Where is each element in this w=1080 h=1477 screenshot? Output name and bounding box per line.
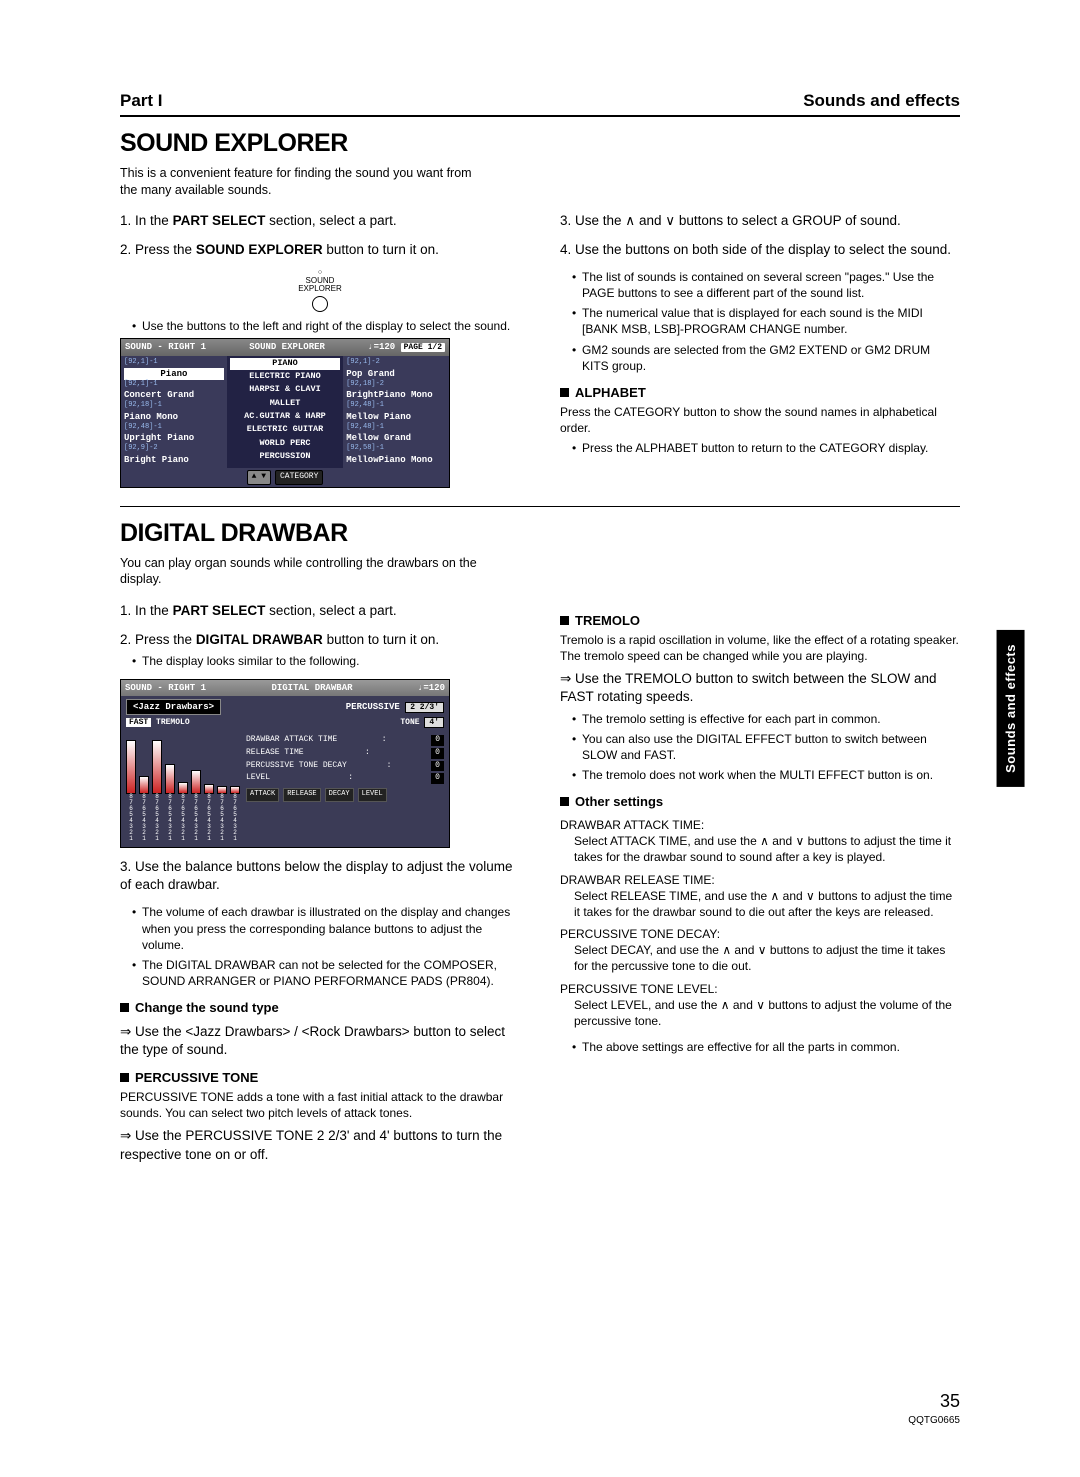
other-setting-item: PERCUSSIVE TONE LEVEL:Select LEVEL, and … — [560, 981, 960, 1030]
other-setting-item: DRAWBAR RELEASE TIME:Select RELEASE TIME… — [560, 872, 960, 921]
dd-step-2: 2. Press the DIGITAL DRAWBAR button to t… — [120, 631, 520, 669]
part-label: Part I — [120, 90, 163, 113]
section-label: Sounds and effects — [803, 90, 960, 113]
round-button-icon — [312, 296, 328, 312]
alphabet-text: Press the CATEGORY button to show the so… — [560, 404, 960, 436]
other-setting-item: PERCUSSIVE TONE DECAY:Select DECAY, and … — [560, 926, 960, 975]
sound-explorer-title: SOUND EXPLORER — [120, 127, 960, 161]
tremolo-bullet: The tremolo setting is effective for eac… — [572, 711, 960, 727]
se-right-bullet: GM2 sounds are selected from the GM2 EXT… — [572, 342, 960, 374]
se-left-col: 1. In the PART SELECT section, select a … — [120, 212, 520, 487]
sound-explorer-columns: 1. In the PART SELECT section, select a … — [120, 212, 960, 487]
tremolo-text: Tremolo is a rapid oscillation in volume… — [560, 632, 960, 664]
se-left-bullet: Use the buttons to the left and right of… — [132, 318, 520, 334]
dd-step-3: 3. Use the balance buttons below the dis… — [120, 858, 520, 894]
tremolo-bullet: The tremolo does not work when the MULTI… — [572, 767, 960, 783]
sound-explorer-button-figure: ○ SOUND EXPLORER — [120, 269, 520, 312]
se-right-bullet: The numerical value that is displayed fo… — [572, 305, 960, 337]
page-header: Part I Sounds and effects — [120, 90, 960, 117]
percussive-text: PERCUSSIVE TONE adds a tone with a fast … — [120, 1089, 520, 1121]
tremolo-heading: TREMOLO — [560, 612, 960, 630]
se-right-bullet: The list of sounds is contained on sever… — [572, 269, 960, 301]
other-settings-heading: Other settings — [560, 793, 960, 811]
dd-step3-bullet: The volume of each drawbar is illustrate… — [132, 904, 520, 953]
percussive-arrow: ⇒ Use the PERCUSSIVE TONE 2 2/3' and 4' … — [120, 1127, 520, 1163]
other-foot-bullet: The above settings are effective for all… — [572, 1039, 960, 1055]
se-step-3: 3. Use the ∧ and ∨ buttons to select a G… — [560, 212, 960, 230]
page-number: 35 — [908, 1389, 960, 1413]
tremolo-bullet: You can also use the DIGITAL EFFECT butt… — [572, 731, 960, 763]
sound-explorer-lcd: SOUND - RIGHT 1 SOUND EXPLORER ♩=120 PAG… — [120, 338, 450, 487]
se-step-2: 2. Press the SOUND EXPLORER button to tu… — [120, 241, 520, 259]
se-step-4: 4. Use the buttons on both side of the d… — [560, 241, 960, 259]
digital-drawbar-columns: 1. In the PART SELECT section, select a … — [120, 602, 960, 1163]
page-number-block: 35 QQTG0665 — [908, 1389, 960, 1427]
change-sound-heading: Change the sound type — [120, 999, 520, 1017]
section-divider — [120, 506, 960, 507]
dd-step-1: 1. In the PART SELECT section, select a … — [120, 602, 520, 620]
dd-right-col: TREMOLO Tremolo is a rapid oscillation i… — [560, 602, 960, 1163]
alphabet-bullet: Press the ALPHABET button to return to t… — [572, 440, 960, 456]
change-sound-body: ⇒ Use the <Jazz Drawbars> / <Rock Drawba… — [120, 1023, 520, 1059]
se-step-1: 1. In the PART SELECT section, select a … — [120, 212, 520, 230]
doc-code: QQTG0665 — [908, 1414, 960, 1428]
se-right-col: 3. Use the ∧ and ∨ buttons to select a G… — [560, 212, 960, 487]
tremolo-arrow: ⇒ Use the TREMOLO button to switch betwe… — [560, 670, 960, 706]
side-tab: Sounds and effects — [997, 630, 1025, 787]
dd-left-col: 1. In the PART SELECT section, select a … — [120, 602, 520, 1163]
digital-drawbar-lcd: SOUND - RIGHT 1 DIGITAL DRAWBAR ♩=120 <J… — [120, 679, 450, 848]
other-setting-item: DRAWBAR ATTACK TIME:Select ATTACK TIME, … — [560, 817, 960, 866]
digital-drawbar-title: DIGITAL DRAWBAR — [120, 517, 960, 551]
digital-drawbar-intro: You can play organ sounds while controll… — [120, 555, 480, 589]
sound-explorer-intro: This is a convenient feature for finding… — [120, 165, 480, 199]
percussive-heading: PERCUSSIVE TONE — [120, 1069, 520, 1087]
alphabet-heading: ALPHABET — [560, 384, 960, 402]
dd-step3-bullet: The DIGITAL DRAWBAR can not be selected … — [132, 957, 520, 989]
